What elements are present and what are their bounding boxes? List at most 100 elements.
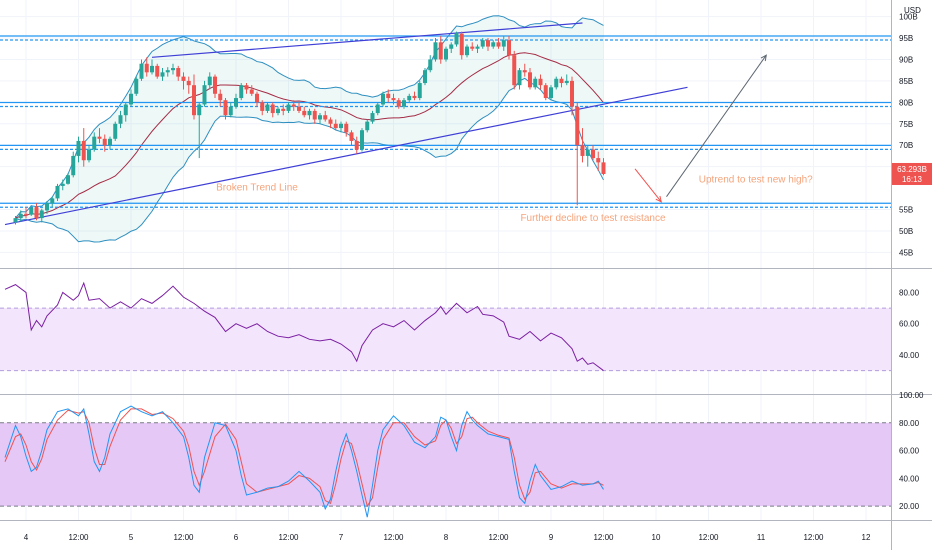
candle-body — [265, 104, 270, 111]
arrow-head[interactable] — [655, 195, 662, 203]
candle-body — [276, 108, 280, 114]
arrow-line[interactable] — [634, 168, 662, 203]
time-tick-label: 12:00 — [803, 533, 824, 542]
candle-body — [192, 85, 196, 116]
annotation-uptrend[interactable]: Uptrend to test new high? — [699, 175, 813, 186]
candle-body — [365, 121, 370, 131]
candle-body — [18, 213, 23, 219]
candle-body — [570, 80, 574, 107]
candle-body — [444, 48, 448, 60]
candle-body — [176, 68, 181, 77]
annotation-broken-trend-line[interactable]: Broken Trend Line — [216, 183, 298, 194]
candle-body — [318, 115, 322, 120]
candle-body — [260, 102, 265, 111]
stochastic-tick-label: 100.00 — [899, 391, 924, 400]
arrows[interactable] — [634, 54, 767, 203]
stochastic-pane[interactable] — [0, 395, 891, 520]
candle-body — [360, 130, 364, 150]
trendlines[interactable] — [4, 22, 688, 226]
time-tick-label: 5 — [129, 533, 134, 542]
candle-body — [491, 42, 496, 47]
price-tick-label: 50B — [899, 227, 913, 236]
candle-body — [465, 46, 469, 56]
time-tick-label: 12 — [862, 533, 871, 542]
candle-body — [549, 87, 553, 99]
stochastic-tick-label: 20.00 — [899, 502, 920, 511]
horizontal-levels[interactable] — [0, 35, 891, 208]
price-pane[interactable]: Broken Trend Line Uptrend to test new hi… — [0, 0, 891, 268]
candle-body — [255, 93, 259, 103]
candle-body — [87, 149, 91, 161]
candle-body — [402, 100, 406, 107]
candle-body — [375, 104, 380, 114]
candle-body — [496, 42, 501, 47]
candle-body — [97, 136, 102, 139]
candle-body — [286, 104, 291, 111]
arrow-line[interactable] — [666, 54, 767, 197]
candle-body — [218, 93, 223, 101]
rsi-tick-label: 60.00 — [899, 320, 920, 329]
candle-body — [139, 63, 144, 79]
candle-body — [407, 95, 412, 101]
time-tick-label: 12:00 — [593, 533, 614, 542]
arrow-head[interactable] — [760, 54, 767, 62]
time-axis[interactable]: 4 12:00 5 12:00 6 12:00 7 12:00 8 12:00 9 12:00 10 12… — [24, 533, 871, 542]
candle-body — [486, 40, 490, 47]
candle-body — [391, 98, 396, 101]
candle-body — [528, 72, 532, 88]
candle-body — [522, 70, 527, 73]
annotation-further-decline[interactable]: Further decline to test resistance — [520, 213, 666, 224]
time-tick-label: 9 — [549, 533, 554, 542]
candle-body — [66, 175, 70, 184]
currency-label: USD — [904, 6, 921, 15]
candle-body — [291, 104, 296, 107]
candle-body — [34, 207, 39, 219]
candle-body — [533, 78, 538, 88]
time-tick-label: 10 — [652, 533, 661, 542]
price-tick-label: 75B — [899, 120, 913, 129]
stochastic-tick-label: 80.00 — [899, 419, 920, 428]
candle-body — [512, 55, 517, 86]
stochastic-d-line — [4, 408, 604, 508]
candle-body — [144, 63, 149, 73]
trendline[interactable] — [4, 86, 688, 226]
price-tick-label: 70B — [899, 141, 913, 150]
rsi-line — [4, 281, 604, 371]
candle-body — [596, 158, 601, 163]
candle-body — [171, 68, 175, 71]
price-tick-label: 100B — [899, 13, 918, 22]
candle-body — [249, 89, 254, 94]
candle-body — [323, 115, 328, 120]
time-tick-label: 12:00 — [698, 533, 719, 542]
candle-body — [197, 104, 202, 116]
candle-body — [554, 78, 559, 88]
candle-body — [29, 207, 34, 215]
candle-body — [108, 138, 112, 146]
stochastic-axis[interactable]: 100.00 80.00 60.00 40.00 20.00 — [899, 391, 924, 511]
candle-body — [165, 70, 170, 73]
candle-body — [234, 98, 238, 107]
trendline[interactable] — [151, 22, 583, 58]
candle-body — [344, 123, 349, 133]
rsi-axis[interactable]: 80.00 60.00 40.00 — [899, 288, 920, 360]
candles — [13, 31, 606, 225]
rsi-pane[interactable] — [0, 269, 891, 394]
time-tick-label: 11 — [757, 533, 766, 542]
candle-body — [559, 78, 564, 84]
candle-body — [459, 33, 464, 56]
stochastic-k-line — [4, 405, 604, 518]
candle-body — [213, 76, 217, 94]
rsi-band — [0, 308, 891, 371]
price-tick-label: 80B — [899, 98, 913, 107]
candle-body — [76, 140, 81, 156]
candle-body — [123, 104, 128, 116]
stochastic-grid — [0, 395, 891, 520]
rsi-tick-label: 80.00 — [899, 288, 920, 297]
candle-body — [381, 93, 385, 105]
candle-body — [449, 44, 454, 49]
candle-body — [155, 65, 160, 77]
candle-body — [507, 40, 511, 56]
candle-body — [102, 138, 107, 146]
